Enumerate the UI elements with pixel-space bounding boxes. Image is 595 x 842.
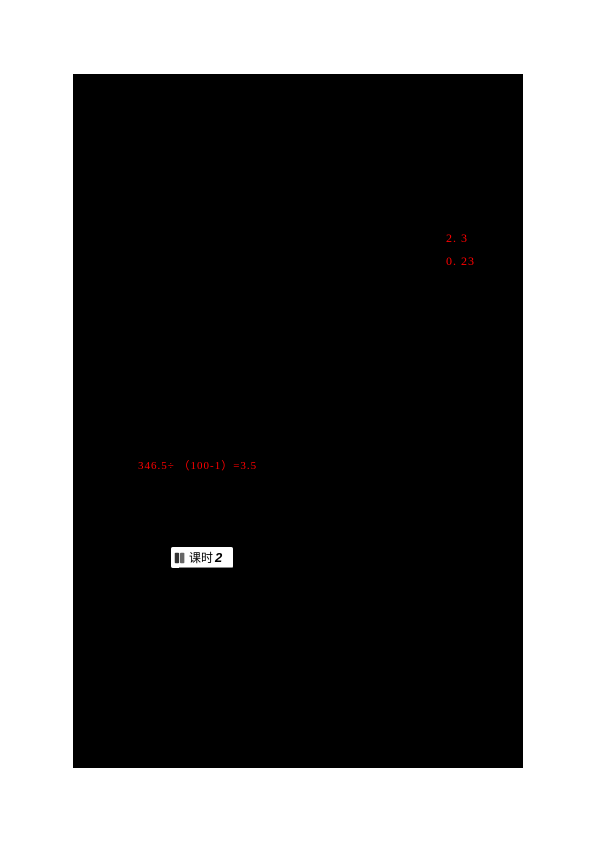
badge-underline — [179, 567, 232, 568]
answer-3: 346.5÷ （100-1）=3.5 — [138, 457, 257, 473]
badge-number: 2 — [215, 550, 222, 565]
content-block: 2. 3 0. 23 346.5÷ （100-1）=3.5 课时 2 — [73, 74, 523, 768]
badge-label: 课时 — [189, 549, 213, 566]
answer-2: 0. 23 — [446, 254, 475, 269]
answer-1: 2. 3 — [446, 231, 468, 246]
book-icon — [173, 551, 187, 565]
lesson-badge: 课时 2 — [171, 547, 233, 568]
